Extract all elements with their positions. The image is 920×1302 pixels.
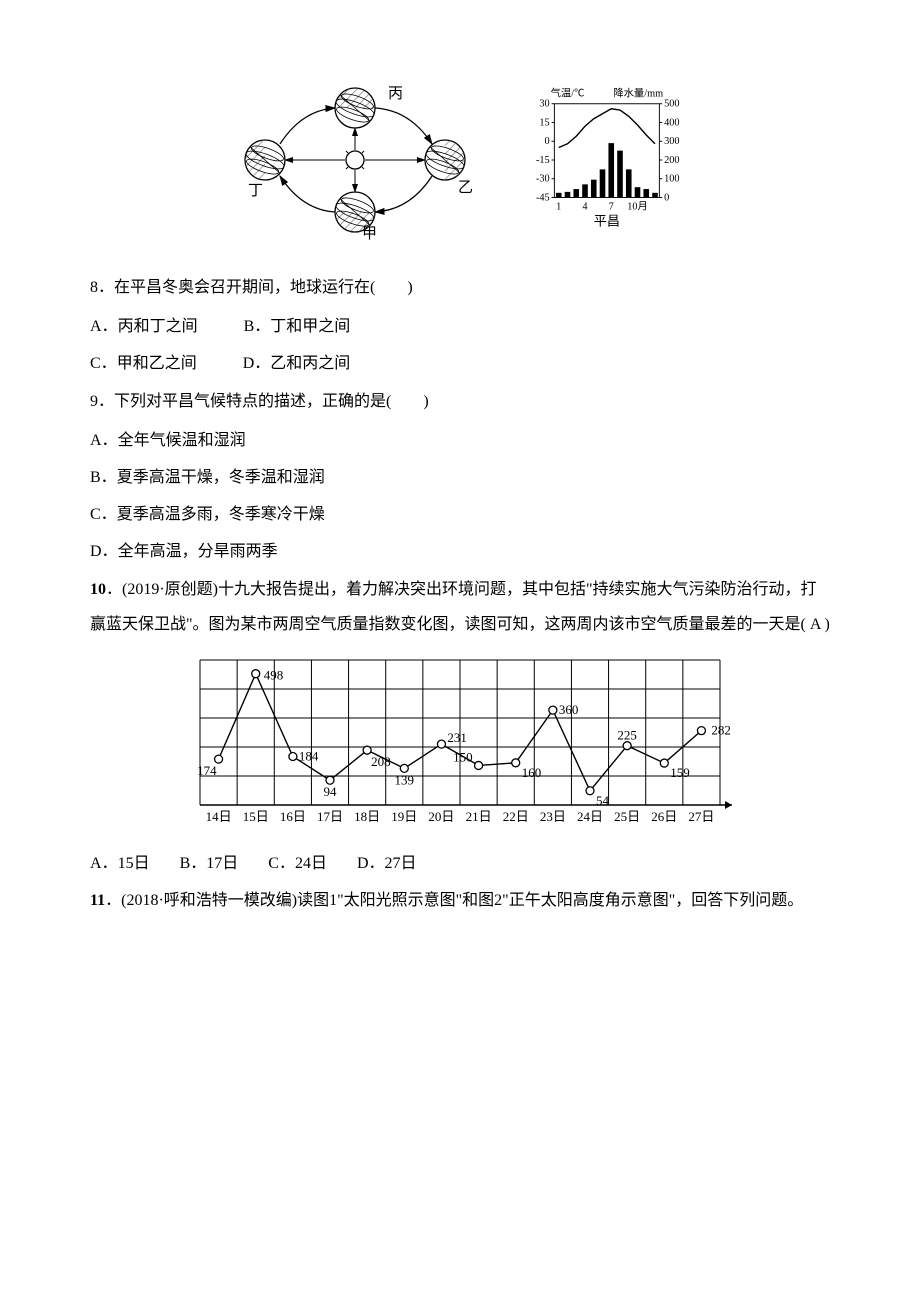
svg-text:19日: 19日 [391, 809, 417, 824]
q8-opt-a-text: 丙和丁之间 [118, 318, 198, 335]
q9-stem: 9．下列对平昌气候特点的描述，正确的是( ) [90, 384, 830, 419]
q10-opt-a-text: 15日 [118, 855, 150, 872]
q8-stem: 8．在平昌冬奥会召开期间，地球运行在( ) [90, 270, 830, 305]
q9-opt-d-text: 全年高温，分旱雨两季 [118, 543, 278, 560]
svg-text:100: 100 [664, 174, 679, 185]
q8-opt-d: D．乙和丙之间 [243, 346, 351, 381]
svg-text:21日: 21日 [466, 809, 492, 824]
svg-text:184: 184 [299, 748, 319, 763]
svg-text:0: 0 [664, 192, 669, 203]
svg-text:4: 4 [582, 202, 587, 213]
q10-opt-b-text: 17日 [206, 855, 238, 872]
svg-text:300: 300 [664, 136, 679, 147]
svg-text:气温/℃: 气温/℃ [551, 86, 585, 99]
svg-text:26日: 26日 [651, 809, 677, 824]
orbit-label-left: 丁 [248, 183, 263, 199]
svg-text:150: 150 [453, 749, 473, 764]
svg-text:16日: 16日 [280, 809, 306, 824]
svg-text:500: 500 [664, 99, 679, 110]
q8-opt-d-text: 乙和丙之间 [270, 355, 350, 372]
svg-text:159: 159 [670, 765, 690, 780]
svg-text:231: 231 [447, 730, 467, 745]
svg-text:282: 282 [711, 723, 731, 738]
svg-text:200: 200 [664, 155, 679, 166]
svg-text:160: 160 [522, 765, 542, 780]
q10-opt-a: A．15日 [90, 846, 150, 881]
svg-text:20日: 20日 [428, 809, 454, 824]
q10-text: ．(2019·原创题)十九大报告提出，着力解决突出环境问题，其中包括"持续实施大… [90, 581, 830, 633]
svg-text:27日: 27日 [688, 809, 714, 824]
aqi-chart-wrap: 174 498 184 94 208 139 231 150 160 360 54 225 159 282… [90, 650, 830, 840]
svg-text:10月: 10月 [627, 201, 648, 213]
q10-opt-c: C．24日 [268, 846, 327, 881]
q10-opt-b: B．17日 [180, 846, 239, 881]
q10-opt-c-text: 24日 [295, 855, 327, 872]
q8-opt-c: C．甲和乙之间 [90, 346, 197, 381]
figures-row: 丙 乙 甲 丁 气温/℃ 降水量/mm 30 15 0 -15 -30 -45 500 400 30… [90, 80, 830, 240]
svg-text:400: 400 [664, 117, 679, 128]
q8-text: 在平昌冬奥会召开期间，地球运行在( ) [114, 279, 413, 296]
q9-num: 9 [90, 393, 98, 410]
orbit-diagram: 丙 乙 甲 丁 [230, 80, 480, 240]
q8-options-row1: A．丙和丁之间 B．丁和甲之间 [90, 309, 830, 346]
svg-text:15: 15 [539, 117, 549, 128]
svg-text:1: 1 [556, 202, 561, 213]
aqi-chart: 174 498 184 94 208 139 231 150 160 360 54 225 159 282… [180, 650, 740, 840]
svg-text:18日: 18日 [354, 809, 380, 824]
q9-opt-a: A．全年气候温和湿润 [90, 423, 830, 458]
q10-opt-d: D．27日 [357, 846, 417, 881]
q9-opt-a-text: 全年气候温和湿润 [118, 432, 246, 449]
orbit-label-bottom: 甲 [362, 226, 377, 240]
svg-text:24日: 24日 [577, 809, 603, 824]
svg-text:15日: 15日 [243, 809, 269, 824]
q9-opt-b-text: 夏季高温干燥，冬季温和湿润 [117, 469, 325, 486]
svg-text:94: 94 [324, 784, 338, 799]
q9-opt-d: D．全年高温，分旱雨两季 [90, 534, 830, 569]
svg-text:22日: 22日 [503, 809, 529, 824]
climate-chart: 气温/℃ 降水量/mm 30 15 0 -15 -30 -45 500 400 300 200 100 0… [520, 85, 690, 235]
svg-text:-30: -30 [536, 174, 550, 185]
q9-opt-c: C．夏季高温多雨，冬季寒冷干燥 [90, 497, 830, 532]
orbit-label-top: 丙 [388, 86, 403, 102]
q11-stem: 11．(2018·呼和浩特一模改编)读图1"太阳光照示意图"和图2"正午太阳高度… [90, 883, 830, 918]
svg-text:7: 7 [609, 202, 614, 213]
q11-text: ．(2018·呼和浩特一模改编)读图1"太阳光照示意图"和图2"正午太阳高度角示… [105, 892, 803, 909]
svg-text:-45: -45 [536, 192, 550, 203]
q8-opt-c-text: 甲和乙之间 [117, 355, 197, 372]
svg-text:208: 208 [371, 754, 391, 769]
q8-num: 8 [90, 279, 98, 296]
svg-text:54: 54 [596, 793, 610, 808]
q9-opt-b: B．夏季高温干燥，冬季温和湿润 [90, 460, 830, 495]
svg-text:14日: 14日 [206, 809, 232, 824]
svg-text:30: 30 [539, 99, 549, 110]
svg-text:23日: 23日 [540, 809, 566, 824]
svg-text:降水量/mm: 降水量/mm [613, 86, 663, 99]
svg-text:139: 139 [395, 772, 415, 787]
svg-text:25日: 25日 [614, 809, 640, 824]
svg-text:225: 225 [617, 728, 637, 743]
q8-options-row2: C．甲和乙之间 D．乙和丙之间 [90, 346, 830, 383]
svg-text:-15: -15 [536, 155, 550, 166]
q11-num: 11 [90, 892, 105, 909]
svg-text:360: 360 [559, 702, 579, 717]
q10-stem: 10．(2019·原创题)十九大报告提出，着力解决突出环境问题，其中包括"持续实… [90, 572, 830, 642]
orbit-label-right: 乙 [458, 180, 473, 196]
svg-text:17日: 17日 [317, 809, 343, 824]
svg-text:0: 0 [545, 136, 550, 147]
q9-text: 下列对平昌气候特点的描述，正确的是( ) [114, 393, 429, 410]
svg-text:174: 174 [197, 763, 217, 778]
svg-text:平昌: 平昌 [594, 214, 620, 229]
q10-opt-d-text: 27日 [385, 855, 417, 872]
q8-opt-b-text: 丁和甲之间 [270, 318, 350, 335]
svg-text:498: 498 [264, 668, 284, 683]
q10-num: 10 [90, 581, 106, 598]
q8-opt-a: A．丙和丁之间 [90, 309, 198, 344]
q10-options: A．15日 B．17日 C．24日 D．27日 [90, 846, 830, 883]
q9-opt-c-text: 夏季高温多雨，冬季寒冷干燥 [117, 506, 325, 523]
q8-opt-b: B．丁和甲之间 [244, 309, 351, 344]
